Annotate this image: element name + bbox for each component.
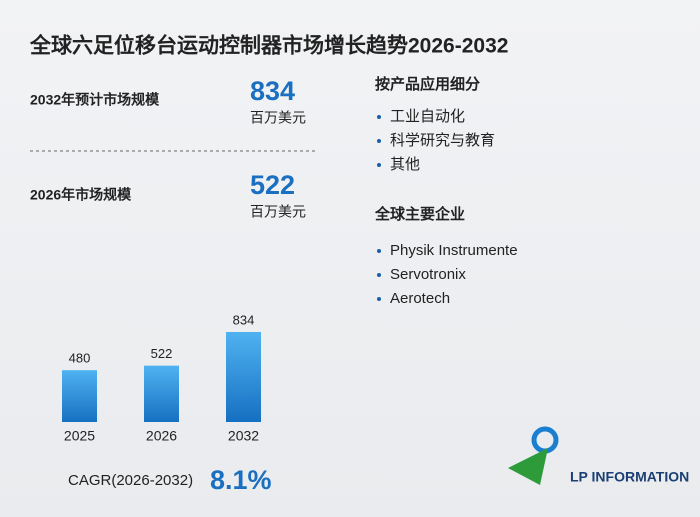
list-item: 科学研究与教育 bbox=[390, 132, 495, 149]
bar bbox=[226, 332, 261, 422]
stat-unit: 百万美元 bbox=[250, 204, 306, 220]
bullet bbox=[377, 163, 381, 167]
bullet bbox=[377, 273, 381, 277]
list-item: 其他 bbox=[390, 156, 420, 173]
bullet bbox=[377, 249, 381, 253]
list-item: 工业自动化 bbox=[390, 108, 465, 125]
bullet bbox=[377, 115, 381, 119]
section-title: 按产品应用细分 bbox=[375, 75, 480, 93]
page-title: 全球六足位移台运动控制器市场增长趋势2026-2032 bbox=[29, 34, 508, 58]
stat-value: 522 bbox=[250, 170, 295, 200]
bar bbox=[144, 365, 179, 422]
cagr-label: CAGR(2026-2032) bbox=[68, 472, 193, 489]
bar bbox=[62, 370, 97, 422]
stat-label: 2032年预计市场规模 bbox=[30, 92, 160, 108]
cagr-value: 8.1% bbox=[210, 465, 272, 495]
bar-value-label: 480 bbox=[69, 351, 91, 366]
logo-icon bbox=[508, 448, 548, 485]
x-tick-label: 2032 bbox=[228, 428, 259, 444]
stat-value: 834 bbox=[250, 76, 295, 106]
list-item: Servotronix bbox=[390, 266, 466, 283]
x-tick-label: 2026 bbox=[146, 428, 177, 444]
logo: LP INFORMATION bbox=[508, 426, 689, 485]
logo-text: LP INFORMATION bbox=[570, 469, 689, 485]
list-item: Aerotech bbox=[390, 290, 450, 307]
bar-value-label: 522 bbox=[151, 346, 173, 361]
bullet bbox=[377, 297, 381, 301]
stat-label: 2026年市场规模 bbox=[30, 187, 132, 203]
bar-value-label: 834 bbox=[233, 312, 255, 327]
stat-unit: 百万美元 bbox=[250, 110, 306, 126]
x-tick-label: 2025 bbox=[64, 428, 95, 444]
list-item: Physik Instrumente bbox=[390, 242, 518, 259]
section-title: 全球主要企业 bbox=[374, 205, 465, 223]
bullet bbox=[377, 139, 381, 143]
